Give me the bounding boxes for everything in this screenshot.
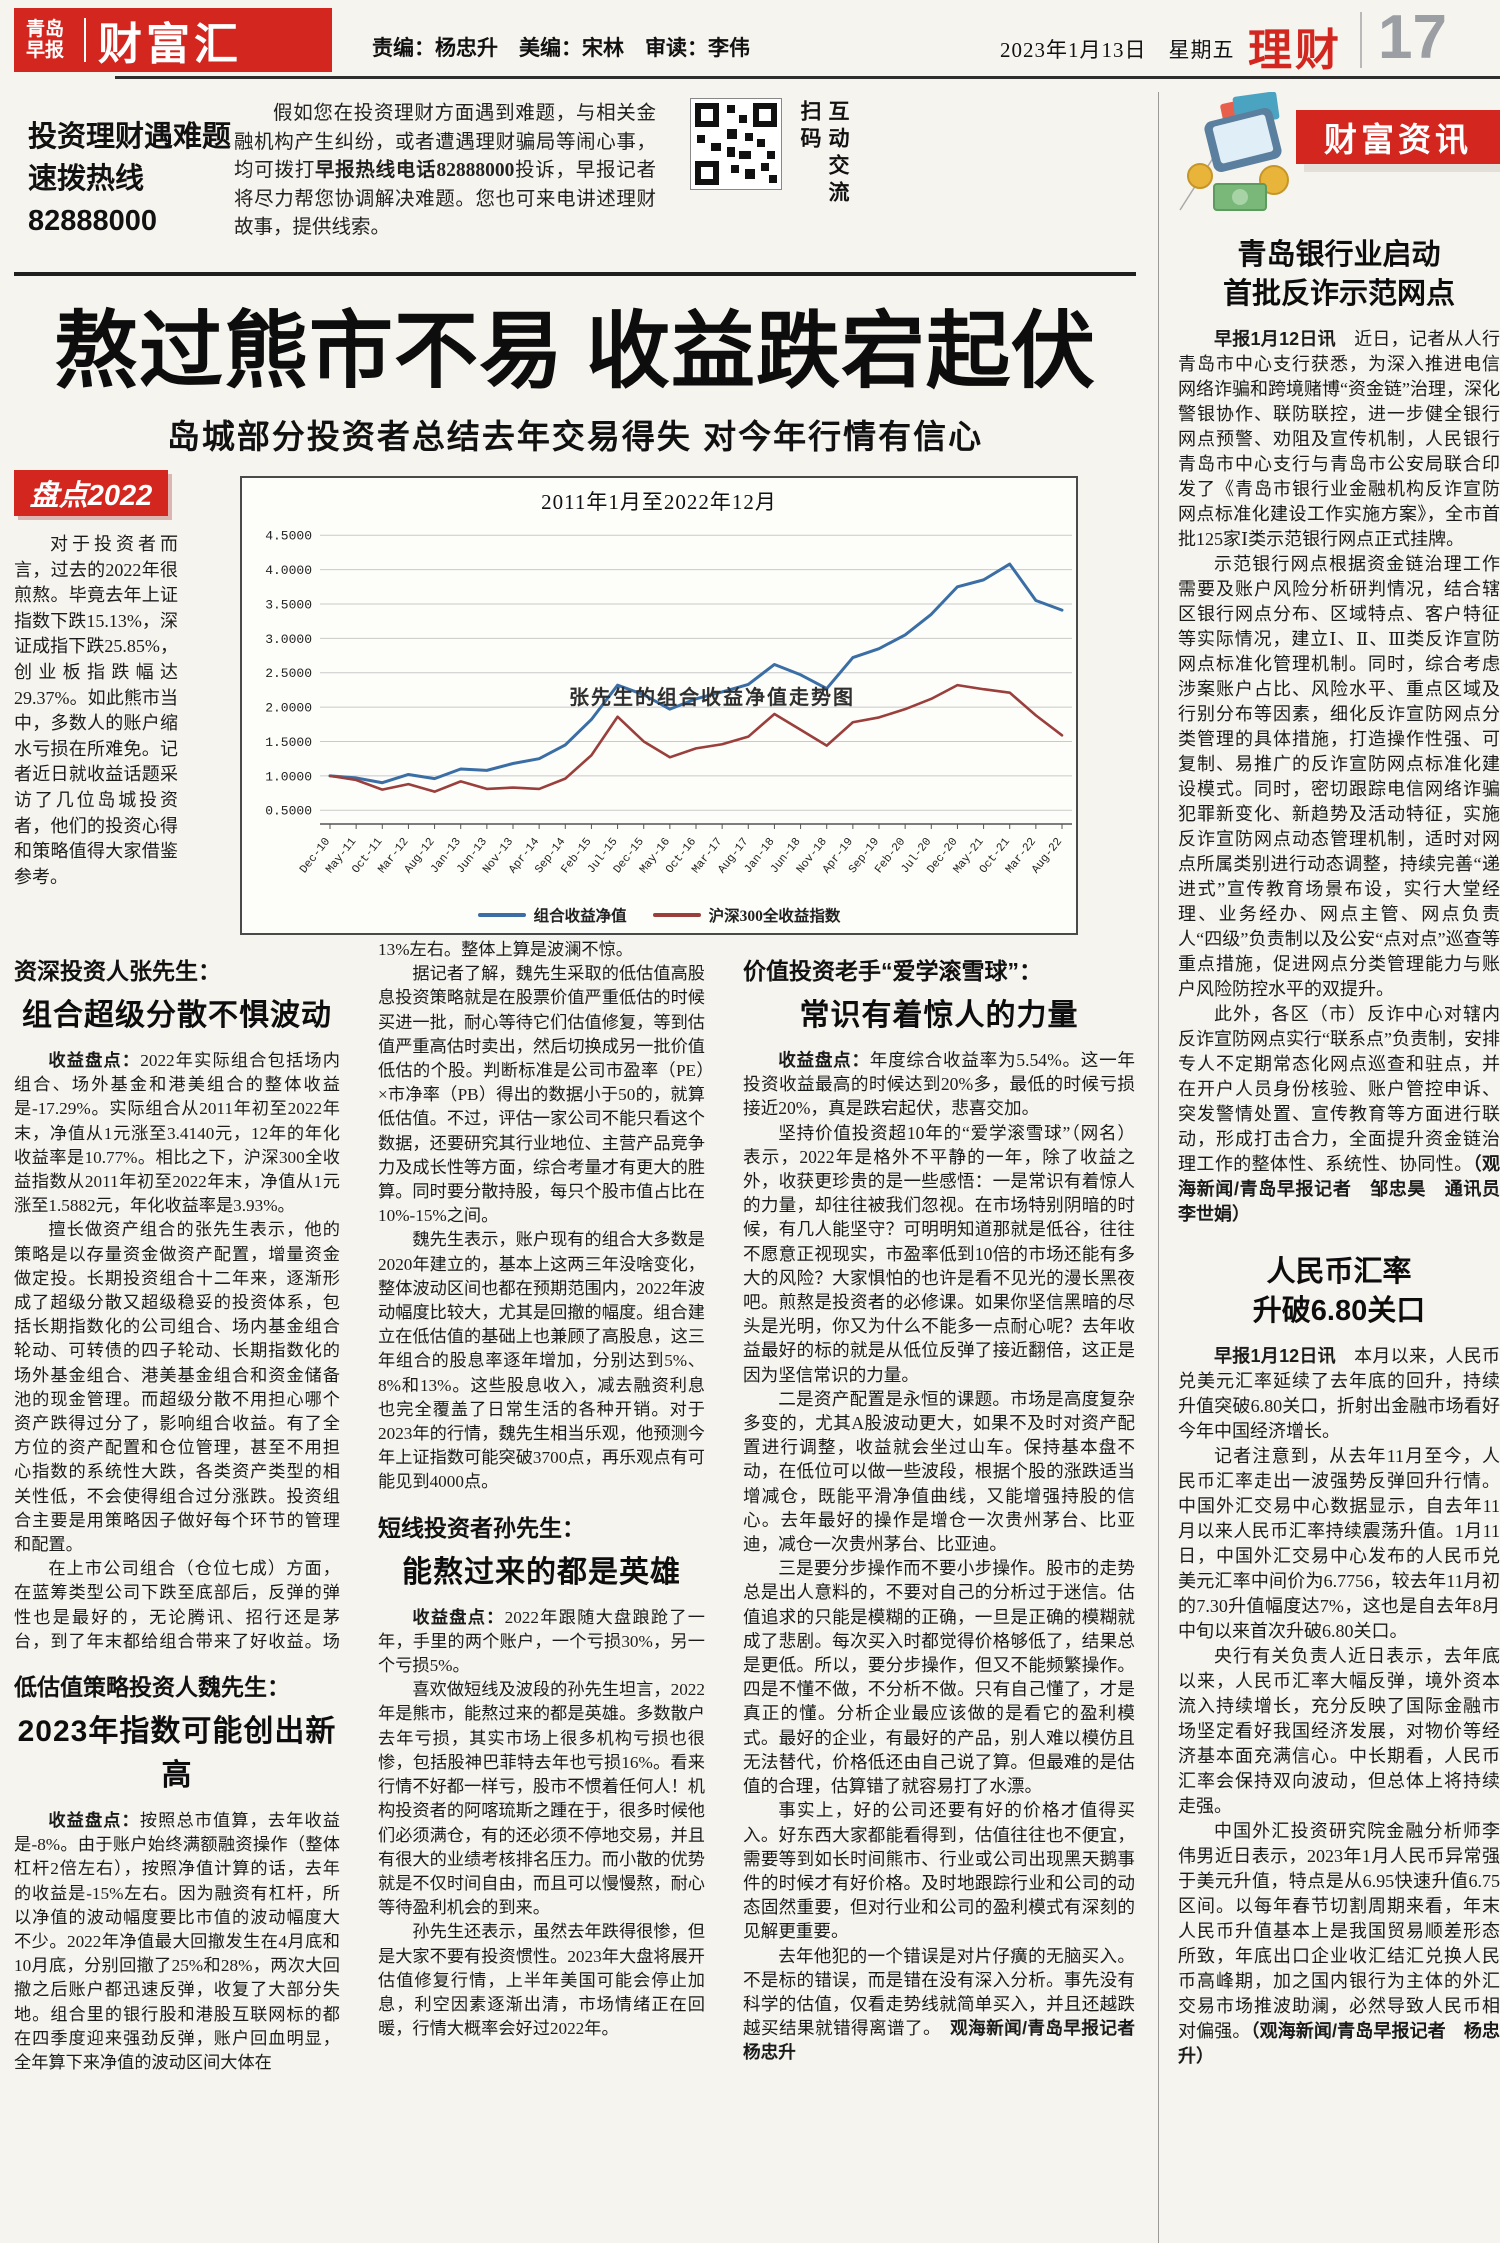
- qr-code-icon: [690, 98, 782, 190]
- kicker-wei: 低估值策略投资人魏先生：: [14, 1674, 290, 1700]
- sun-paragraphs: 收益盘点：2022年跟随大盘踉跄了一年，手里的两个账户，一个亏损30%，另一个亏…: [378, 1606, 705, 2039]
- sidebar-article-1: 青岛银行业启动 首批反诈示范网点 早报1月12日讯 近日，记者从人行青岛市中心支…: [1178, 236, 1500, 1227]
- article-column-2: 13%左右。整体上算是波澜不惊。 据记者了解，魏先生采取的低估值高股息投资策略就…: [378, 938, 705, 2243]
- masthead-logo: 青岛早报 财富汇: [14, 8, 332, 72]
- legend-label-portfolio: 组合收益净值: [533, 908, 627, 925]
- hotline-body-text2: 投诉，早报记者将尽力帮您协调解决难题。您也可来电讲述理财故事，提供线索。: [234, 160, 656, 238]
- sidebar-article-1-body: 早报1月12日讯 近日，记者从人行青岛市中心支行获悉，为深入推进电信网络诈骗和跨…: [1178, 329, 1500, 1224]
- wei-continuation: 13%左右。整体上算是波澜不惊。: [378, 940, 633, 959]
- hotline-body: 假如您在投资理财方面遇到难题，与相关金融机构产生纠纷，或者遭遇理财骗局等闹心事，…: [234, 100, 656, 243]
- wealth-news-badge: 财富资讯: [1296, 110, 1500, 164]
- page-number: 17: [1378, 3, 1447, 72]
- masthead-rule: [115, 76, 1500, 79]
- kicker-snowball: 价值投资老手“爱学滚雪球”：: [743, 958, 1042, 984]
- chart-title: 2011年1月至2022年12月: [541, 490, 777, 514]
- main-headline: 熬过熊市不易 收益跌宕起伏: [53, 306, 1096, 399]
- hotline-title-line2: 速拨热线82888000: [28, 163, 158, 237]
- chart-plot-area: 0.5000 1.0000 1.5000 2.0000 2.5000 3.0000 3.50…: [265, 529, 1072, 876]
- kicker-zhang: 资深投资人张先生：: [14, 958, 221, 984]
- sidebar-article-2-body: 早报1月12日讯 本月以来，人民币兑美元汇率延续了去年底的回升，持续升值突破6.…: [1178, 1346, 1500, 2066]
- section-zhang: 资深投资人张先生： 组合超级分散不惧波动 收益盘点：2022年实际组合包括场内组…: [14, 938, 340, 1654]
- heading-sun: 能熬过来的都是英雄: [402, 1555, 681, 1589]
- svg-text:1.5000: 1.5000: [265, 735, 312, 750]
- sidebar-article-2-title-line1: 人民币汇率: [1266, 1256, 1412, 1288]
- portfolio-line-chart: 2011年1月至2022年12月 0.5000 1.0000 1.5000 2.000…: [240, 476, 1078, 935]
- section-name: 理财: [1248, 26, 1342, 75]
- legend-item-index: 沪深300全收益指数: [652, 904, 841, 926]
- section-wei-head: 低估值策略投资人魏先生： 2023年指数可能创出新高 收益盘点：按照总市值算，去…: [14, 1668, 340, 2075]
- logo-divider: [84, 18, 86, 62]
- headline-rule: [14, 272, 1136, 276]
- sidebar-article-2-title-line2: 升破6.80关口: [1252, 1295, 1426, 1327]
- sidebar-article-1-title: 青岛银行业启动 首批反诈示范网点: [1178, 236, 1500, 314]
- main-subtitle: 岛城部分投资者总结去年交易得失 对今年行情有信心: [166, 418, 984, 455]
- sidebar-article-1-title-line2: 首批反诈示范网点: [1222, 278, 1455, 310]
- heading-snowball: 常识有着惊人的力量: [799, 999, 1079, 1032]
- svg-text:1.0000: 1.0000: [265, 769, 312, 784]
- editors-line: 责编：杨忠升 美编：宋林 审读：李伟: [372, 37, 750, 60]
- sidebar-divider: [1158, 92, 1159, 2243]
- zhang-paragraphs: 收益盘点：2022年实际组合包括场内组合、场外基金和港美组合的整体收益是-17.…: [14, 1050, 340, 1651]
- svg-text:0.5000: 0.5000: [265, 804, 312, 819]
- kicker-sun: 短线投资者孙先生：: [378, 1514, 585, 1541]
- legend-item-portfolio: 组合收益净值: [477, 904, 627, 926]
- hotline-phone: 早报热线电话82888000: [314, 160, 515, 181]
- legend-swatch-red: [652, 913, 701, 917]
- sidebar-article-1-title-line1: 青岛银行业启动: [1237, 239, 1441, 271]
- legend-label-index: 沪深300全收益指数: [708, 908, 841, 925]
- svg-text:2.0000: 2.0000: [265, 701, 312, 716]
- qr-label-group: 互动交流: [826, 100, 849, 208]
- sidebar-article-2-title: 人民币汇率 升破6.80关口: [1178, 1253, 1500, 1331]
- svg-text:4.5000: 4.5000: [265, 529, 312, 544]
- qr-label-scan: 扫码: [798, 100, 821, 154]
- svg-text:3.0000: 3.0000: [265, 632, 312, 647]
- review-2022-badge: 盘点2022: [14, 470, 168, 516]
- sidebar-article-2: 人民币汇率 升破6.80关口 早报1月12日讯 本月以来，人民币兑美元汇率延续了…: [1178, 1253, 1500, 2069]
- heading-zhang: 组合超级分散不惧波动: [22, 999, 332, 1032]
- date-line: 2023年1月13日 星期五: [1000, 38, 1235, 62]
- article-column-1: 资深投资人张先生： 组合超级分散不惧波动 收益盘点：2022年实际组合包括场内组…: [14, 938, 340, 2243]
- hotline-title-line1: 投资理财遇难题: [28, 121, 232, 153]
- svg-text:3.5000: 3.5000: [265, 597, 312, 612]
- qr-pattern: [695, 103, 777, 185]
- hotline-title: 投资理财遇难题 速拨热线82888000: [28, 116, 238, 242]
- lede-paragraph: 对于投资者而言，过去的2022年很煎熬。毕竟去年上证指数下跌15.13%，深证成…: [14, 534, 178, 887]
- svg-text:张先生的组合收益净值走势图: 张先生的组合收益净值走势图: [569, 685, 855, 709]
- snowball-paragraphs: 收益盘点：年度综合收益率为5.54%。这一年投资收益最高的时候达到20%多，最低…: [743, 1050, 1135, 2063]
- svg-text:2.5000: 2.5000: [265, 666, 312, 681]
- lede-column: 盘点2022 对于投资者而言，过去的2022年很煎熬。毕竟去年上证指数下跌15.…: [14, 470, 178, 890]
- svg-text:4.0000: 4.0000: [265, 563, 312, 578]
- sidebar-header: 财富资讯: [1178, 91, 1500, 220]
- section-logo: 财富汇: [98, 20, 242, 69]
- hotline-body-text: 假如您在投资理财方面遇到难题，与相关金融机构产生纠纷，或者遭遇理财骗局等闹心事，…: [234, 103, 656, 181]
- page-number-divider: [1360, 12, 1362, 68]
- chart-legend: 组合收益净值 沪深300全收益指数: [242, 904, 1076, 926]
- fintech-illustration: [1179, 91, 1289, 211]
- heading-wei: 2023年指数可能创出新高: [17, 1715, 337, 1792]
- legend-swatch-blue: [477, 913, 526, 917]
- sidebar-column: 财富资讯 青岛银行业启动 首批反诈示范网点 早报1月12日讯 近日，记者从人行青…: [1178, 91, 1500, 2069]
- wei-paragraphs-cont: 据记者了解，魏先生采取的低估值高股息投资策略就是在股票价值严重低估的时候买进一批…: [378, 964, 705, 1492]
- wei-paragraphs: 收益盘点：按照总市值算，去年收益是-8%。由于账户始终满额融资操作（整体杠杆2倍…: [14, 1810, 340, 2073]
- paper-name: 青岛早报: [26, 19, 65, 61]
- article-column-3: 价值投资老手“爱学滚雪球”： 常识有着惊人的力量 收益盘点：年度综合收益率为5.…: [743, 938, 1135, 2243]
